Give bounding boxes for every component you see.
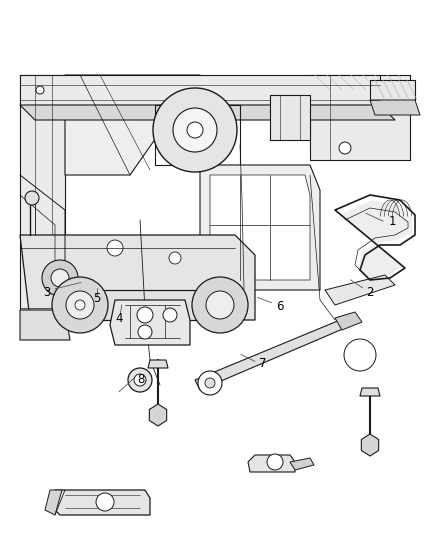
Circle shape	[51, 269, 69, 287]
Circle shape	[206, 291, 234, 319]
Polygon shape	[325, 275, 395, 305]
Polygon shape	[310, 75, 410, 160]
Text: 7: 7	[259, 357, 267, 370]
Polygon shape	[45, 490, 62, 515]
Text: 5: 5	[94, 292, 101, 305]
Polygon shape	[370, 100, 420, 115]
Polygon shape	[340, 200, 412, 278]
Circle shape	[339, 142, 351, 154]
Circle shape	[267, 454, 283, 470]
Polygon shape	[200, 165, 320, 290]
Circle shape	[134, 374, 146, 386]
Circle shape	[198, 371, 222, 395]
Circle shape	[25, 191, 39, 205]
Text: 4: 4	[115, 312, 123, 325]
Polygon shape	[270, 95, 310, 140]
Circle shape	[42, 260, 78, 296]
Polygon shape	[20, 310, 70, 340]
Circle shape	[192, 277, 248, 333]
Text: 8: 8	[138, 373, 145, 386]
Polygon shape	[195, 320, 345, 390]
Polygon shape	[20, 75, 65, 310]
Circle shape	[36, 86, 44, 94]
Circle shape	[107, 240, 123, 256]
Polygon shape	[65, 75, 200, 175]
Circle shape	[75, 300, 85, 310]
Circle shape	[66, 291, 94, 319]
Circle shape	[153, 88, 237, 172]
Circle shape	[169, 252, 181, 264]
Text: 1: 1	[388, 215, 396, 228]
Circle shape	[52, 277, 108, 333]
Text: 6: 6	[276, 300, 283, 313]
Circle shape	[344, 339, 376, 371]
Circle shape	[173, 108, 217, 152]
Circle shape	[205, 378, 215, 388]
Circle shape	[138, 325, 152, 339]
Polygon shape	[248, 455, 295, 472]
Polygon shape	[50, 490, 150, 515]
Polygon shape	[335, 312, 362, 330]
Circle shape	[96, 493, 114, 511]
Text: 2: 2	[366, 286, 374, 298]
Text: 3: 3	[44, 286, 51, 298]
Polygon shape	[20, 75, 380, 105]
Circle shape	[187, 122, 203, 138]
Polygon shape	[360, 388, 380, 396]
Circle shape	[163, 308, 177, 322]
Polygon shape	[370, 80, 415, 100]
Polygon shape	[148, 360, 168, 368]
Circle shape	[128, 368, 152, 392]
Polygon shape	[290, 458, 314, 470]
Circle shape	[137, 307, 153, 323]
Polygon shape	[210, 175, 310, 280]
Polygon shape	[110, 300, 190, 345]
Polygon shape	[20, 105, 395, 120]
Polygon shape	[361, 434, 379, 456]
Polygon shape	[60, 290, 220, 320]
Polygon shape	[149, 404, 167, 426]
Polygon shape	[20, 235, 255, 320]
